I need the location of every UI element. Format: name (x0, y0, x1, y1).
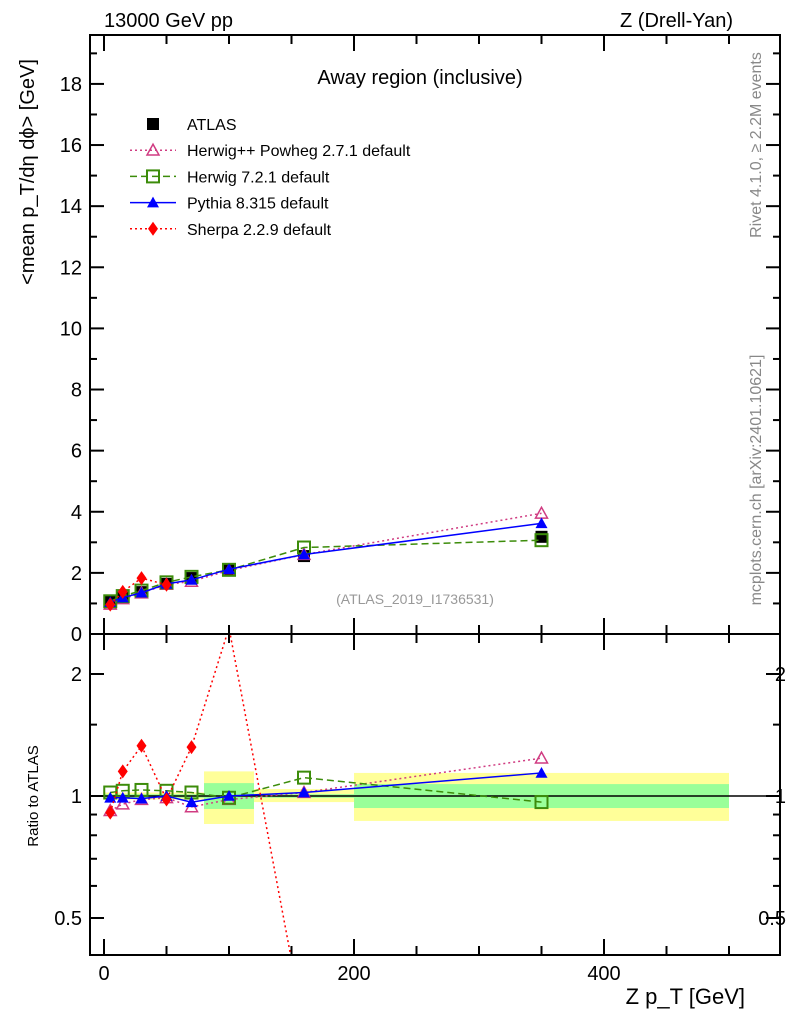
y-tick-label: 6 (71, 441, 82, 463)
main-data-point (223, 563, 235, 575)
legend-marker (147, 118, 159, 130)
ratio-series-line (109, 634, 292, 955)
main-data-point (534, 505, 549, 519)
y-axis-label: <mean p_T/dη dϕ> [GeV] (17, 59, 39, 285)
y-tick-label: 8 (71, 380, 82, 402)
ratio-data-point (534, 750, 549, 764)
y-tick-label: 16 (60, 135, 82, 157)
ratio-y-tick-label: 2 (71, 664, 82, 686)
legend-marker (148, 221, 158, 236)
legend-marker (146, 169, 160, 184)
y-tick-label: 2 (71, 563, 82, 585)
legend-label: ATLAS (187, 117, 237, 134)
ratio-data-point (297, 770, 311, 785)
x-tick-label: 0 (98, 963, 109, 985)
x-tick-label: 400 (587, 963, 620, 985)
legend-label: Pythia 8.315 default (187, 196, 329, 213)
ratio-data-point (535, 766, 548, 778)
ratio-data-point (116, 791, 129, 803)
legend-marker (147, 196, 159, 208)
main-series-line (109, 522, 542, 603)
data-series (102, 505, 549, 955)
main-data-point (117, 584, 128, 599)
main-data-point (535, 517, 548, 529)
ratio-data-point (534, 795, 549, 810)
legend: ATLAS Herwig++ Powheg 2.7.1 default Herwig… (130, 117, 411, 239)
main-series-line (109, 539, 542, 602)
main-data-point (161, 577, 172, 592)
ratio-data-point (117, 764, 128, 779)
main-data-point (534, 533, 549, 548)
ratio-data-point (186, 740, 197, 755)
ratio-data-point (135, 792, 148, 804)
main-data-point (185, 573, 198, 585)
ratio-data-point (136, 738, 147, 753)
x-axis-label: Z p_T [GeV] (626, 984, 745, 1009)
header-left: 13000 GeV pp (104, 10, 233, 32)
legend-marker (145, 142, 161, 156)
ratio-y-axis-label: Ratio to ATLAS (25, 745, 42, 846)
ratio-data-point (115, 796, 131, 810)
ratio-frame (89, 633, 781, 956)
ratio-data-point (298, 786, 310, 798)
main-data-point (135, 586, 148, 598)
y-tick-label: 18 (60, 74, 82, 96)
y-tick-label: 12 (60, 257, 82, 279)
legend-label: Herwig++ Powheg 2.7.1 default (187, 143, 411, 160)
ratio-series-line (110, 776, 542, 803)
y-tick-label: 0 (71, 624, 82, 646)
ratio-data-point (185, 796, 198, 808)
mcplots-info: mcplots.cern.ch [arXiv:2401.10621] (748, 355, 765, 606)
ratio-y-tick-label-right: 0.5 (758, 908, 786, 930)
main-data-point (105, 597, 116, 612)
ratio-data-point (223, 790, 235, 801)
header-right: Z (Drell-Yan) (620, 10, 733, 32)
ratio-data-point (105, 805, 116, 820)
ratio-y-tick-label: 0.5 (54, 908, 82, 930)
plot-title: Away region (inclusive) (317, 67, 522, 89)
main-data-point (298, 548, 310, 560)
analysis-watermark: (ATLAS_2019_I1736531) (336, 591, 494, 607)
y-tick-label: 14 (60, 196, 82, 218)
main-data-point (136, 571, 147, 586)
ratio-data-point (104, 791, 117, 803)
x-tick-label: 200 (337, 963, 370, 985)
ratio-series-group (105, 634, 292, 955)
rivet-info: Rivet 4.1.0, ≥ 2.2M events (748, 52, 765, 238)
legend-label: Herwig 7.2.1 default (187, 169, 330, 186)
legend-label: Sherpa 2.2.9 default (187, 222, 332, 239)
ratio-data-point (161, 792, 172, 807)
y-tick-label: 4 (71, 502, 82, 524)
ratio-y-tick-label: 1 (71, 786, 82, 808)
y-tick-label: 10 (60, 318, 82, 340)
